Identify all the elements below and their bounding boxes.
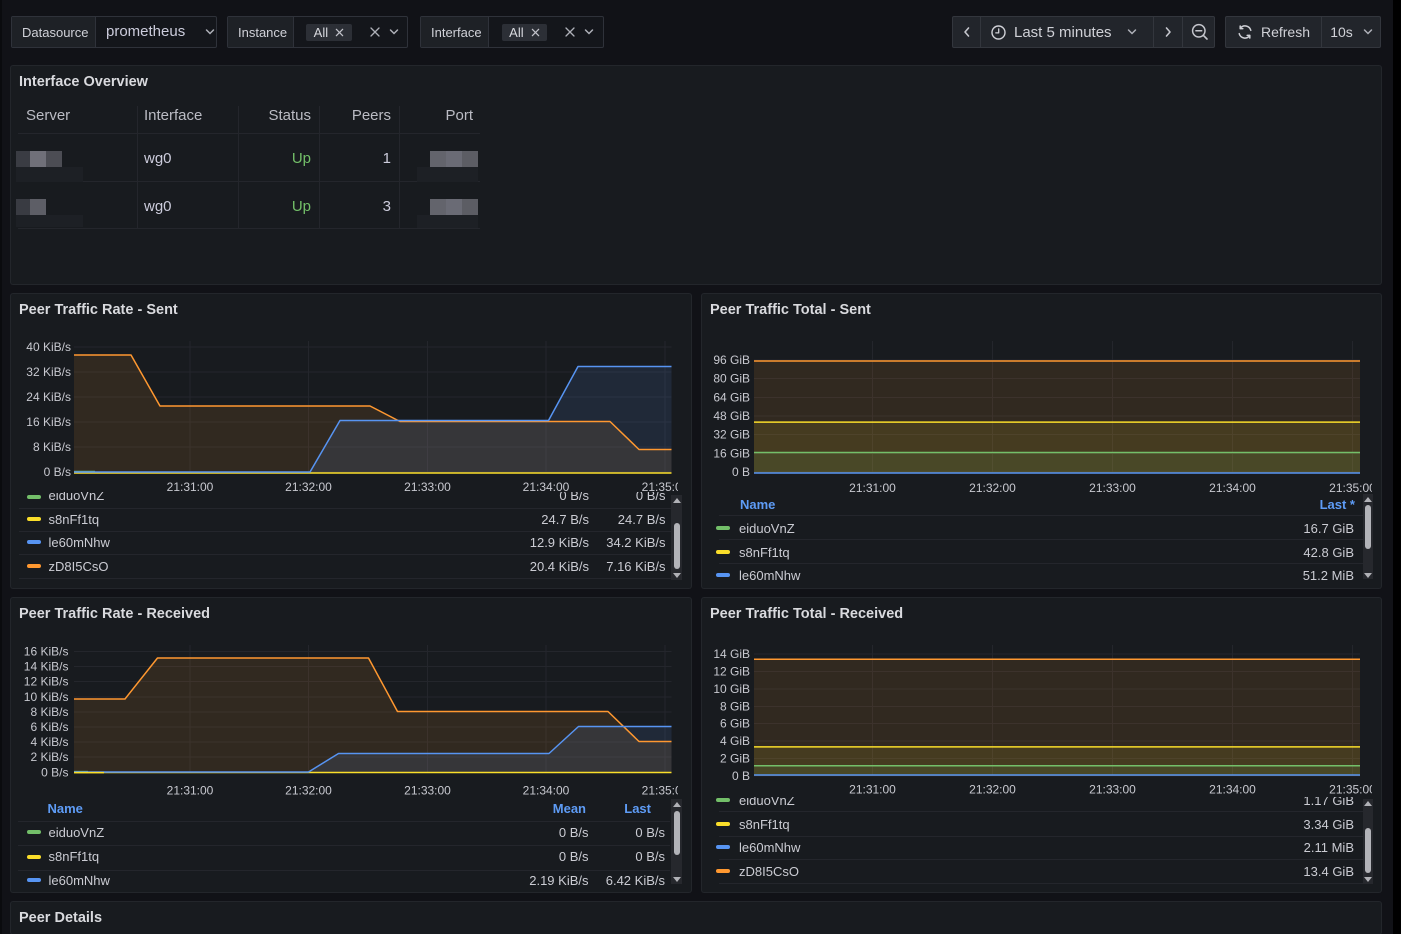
svg-text:10 GiB: 10 GiB [713, 682, 750, 696]
svg-text:48 GiB: 48 GiB [713, 409, 750, 423]
svg-text:21:34:00: 21:34:00 [523, 480, 570, 493]
svg-text:21:31:00: 21:31:00 [167, 480, 214, 493]
svg-text:21:32:00: 21:32:00 [969, 481, 1016, 493]
svg-text:0 B: 0 B [732, 769, 750, 783]
svg-text:64 GiB: 64 GiB [713, 390, 750, 404]
svg-text:21:35:00: 21:35:00 [1329, 481, 1376, 493]
svg-text:16 GiB: 16 GiB [713, 446, 750, 460]
svg-text:14 KiB/s: 14 KiB/s [24, 660, 69, 674]
svg-text:21:35:00: 21:35:00 [642, 480, 689, 493]
svg-text:21:34:00: 21:34:00 [523, 784, 570, 798]
svg-text:21:33:00: 21:33:00 [404, 480, 451, 493]
svg-text:6 GiB: 6 GiB [720, 717, 750, 731]
svg-text:4 KiB/s: 4 KiB/s [30, 735, 68, 749]
svg-text:14 GiB: 14 GiB [713, 647, 750, 661]
svg-text:12 KiB/s: 12 KiB/s [24, 675, 69, 689]
svg-text:0 B/s: 0 B/s [44, 465, 71, 479]
svg-text:8 KiB/s: 8 KiB/s [33, 440, 71, 454]
svg-text:32 GiB: 32 GiB [713, 428, 750, 442]
svg-text:21:35:00: 21:35:00 [1329, 783, 1376, 797]
svg-text:21:33:00: 21:33:00 [404, 784, 451, 798]
svg-text:16 KiB/s: 16 KiB/s [26, 415, 71, 429]
svg-text:21:31:00: 21:31:00 [167, 784, 214, 798]
svg-text:21:34:00: 21:34:00 [1209, 481, 1256, 493]
svg-text:21:33:00: 21:33:00 [1089, 783, 1136, 797]
svg-text:32 KiB/s: 32 KiB/s [26, 365, 71, 379]
svg-text:16 KiB/s: 16 KiB/s [24, 645, 69, 659]
svg-text:8 GiB: 8 GiB [720, 699, 750, 713]
svg-text:21:33:00: 21:33:00 [1089, 481, 1136, 493]
svg-text:21:32:00: 21:32:00 [285, 480, 332, 493]
svg-text:96 GiB: 96 GiB [713, 353, 750, 367]
svg-text:21:32:00: 21:32:00 [285, 784, 332, 798]
svg-text:6 KiB/s: 6 KiB/s [30, 720, 68, 734]
svg-text:12 GiB: 12 GiB [713, 664, 750, 678]
svg-text:2 GiB: 2 GiB [720, 752, 750, 766]
svg-text:10 KiB/s: 10 KiB/s [24, 690, 69, 704]
svg-text:24 KiB/s: 24 KiB/s [26, 390, 71, 404]
svg-text:40 KiB/s: 40 KiB/s [26, 340, 71, 354]
svg-text:0 B/s: 0 B/s [41, 765, 68, 779]
svg-text:2 KiB/s: 2 KiB/s [30, 750, 68, 764]
svg-text:21:35:00: 21:35:00 [642, 784, 689, 798]
svg-text:21:31:00: 21:31:00 [849, 481, 896, 493]
svg-text:0 B: 0 B [732, 465, 750, 479]
svg-text:4 GiB: 4 GiB [720, 734, 750, 748]
svg-text:21:31:00: 21:31:00 [849, 783, 896, 797]
svg-text:8 KiB/s: 8 KiB/s [30, 705, 68, 719]
svg-text:21:34:00: 21:34:00 [1209, 783, 1256, 797]
svg-text:21:32:00: 21:32:00 [969, 783, 1016, 797]
svg-text:80 GiB: 80 GiB [713, 372, 750, 386]
